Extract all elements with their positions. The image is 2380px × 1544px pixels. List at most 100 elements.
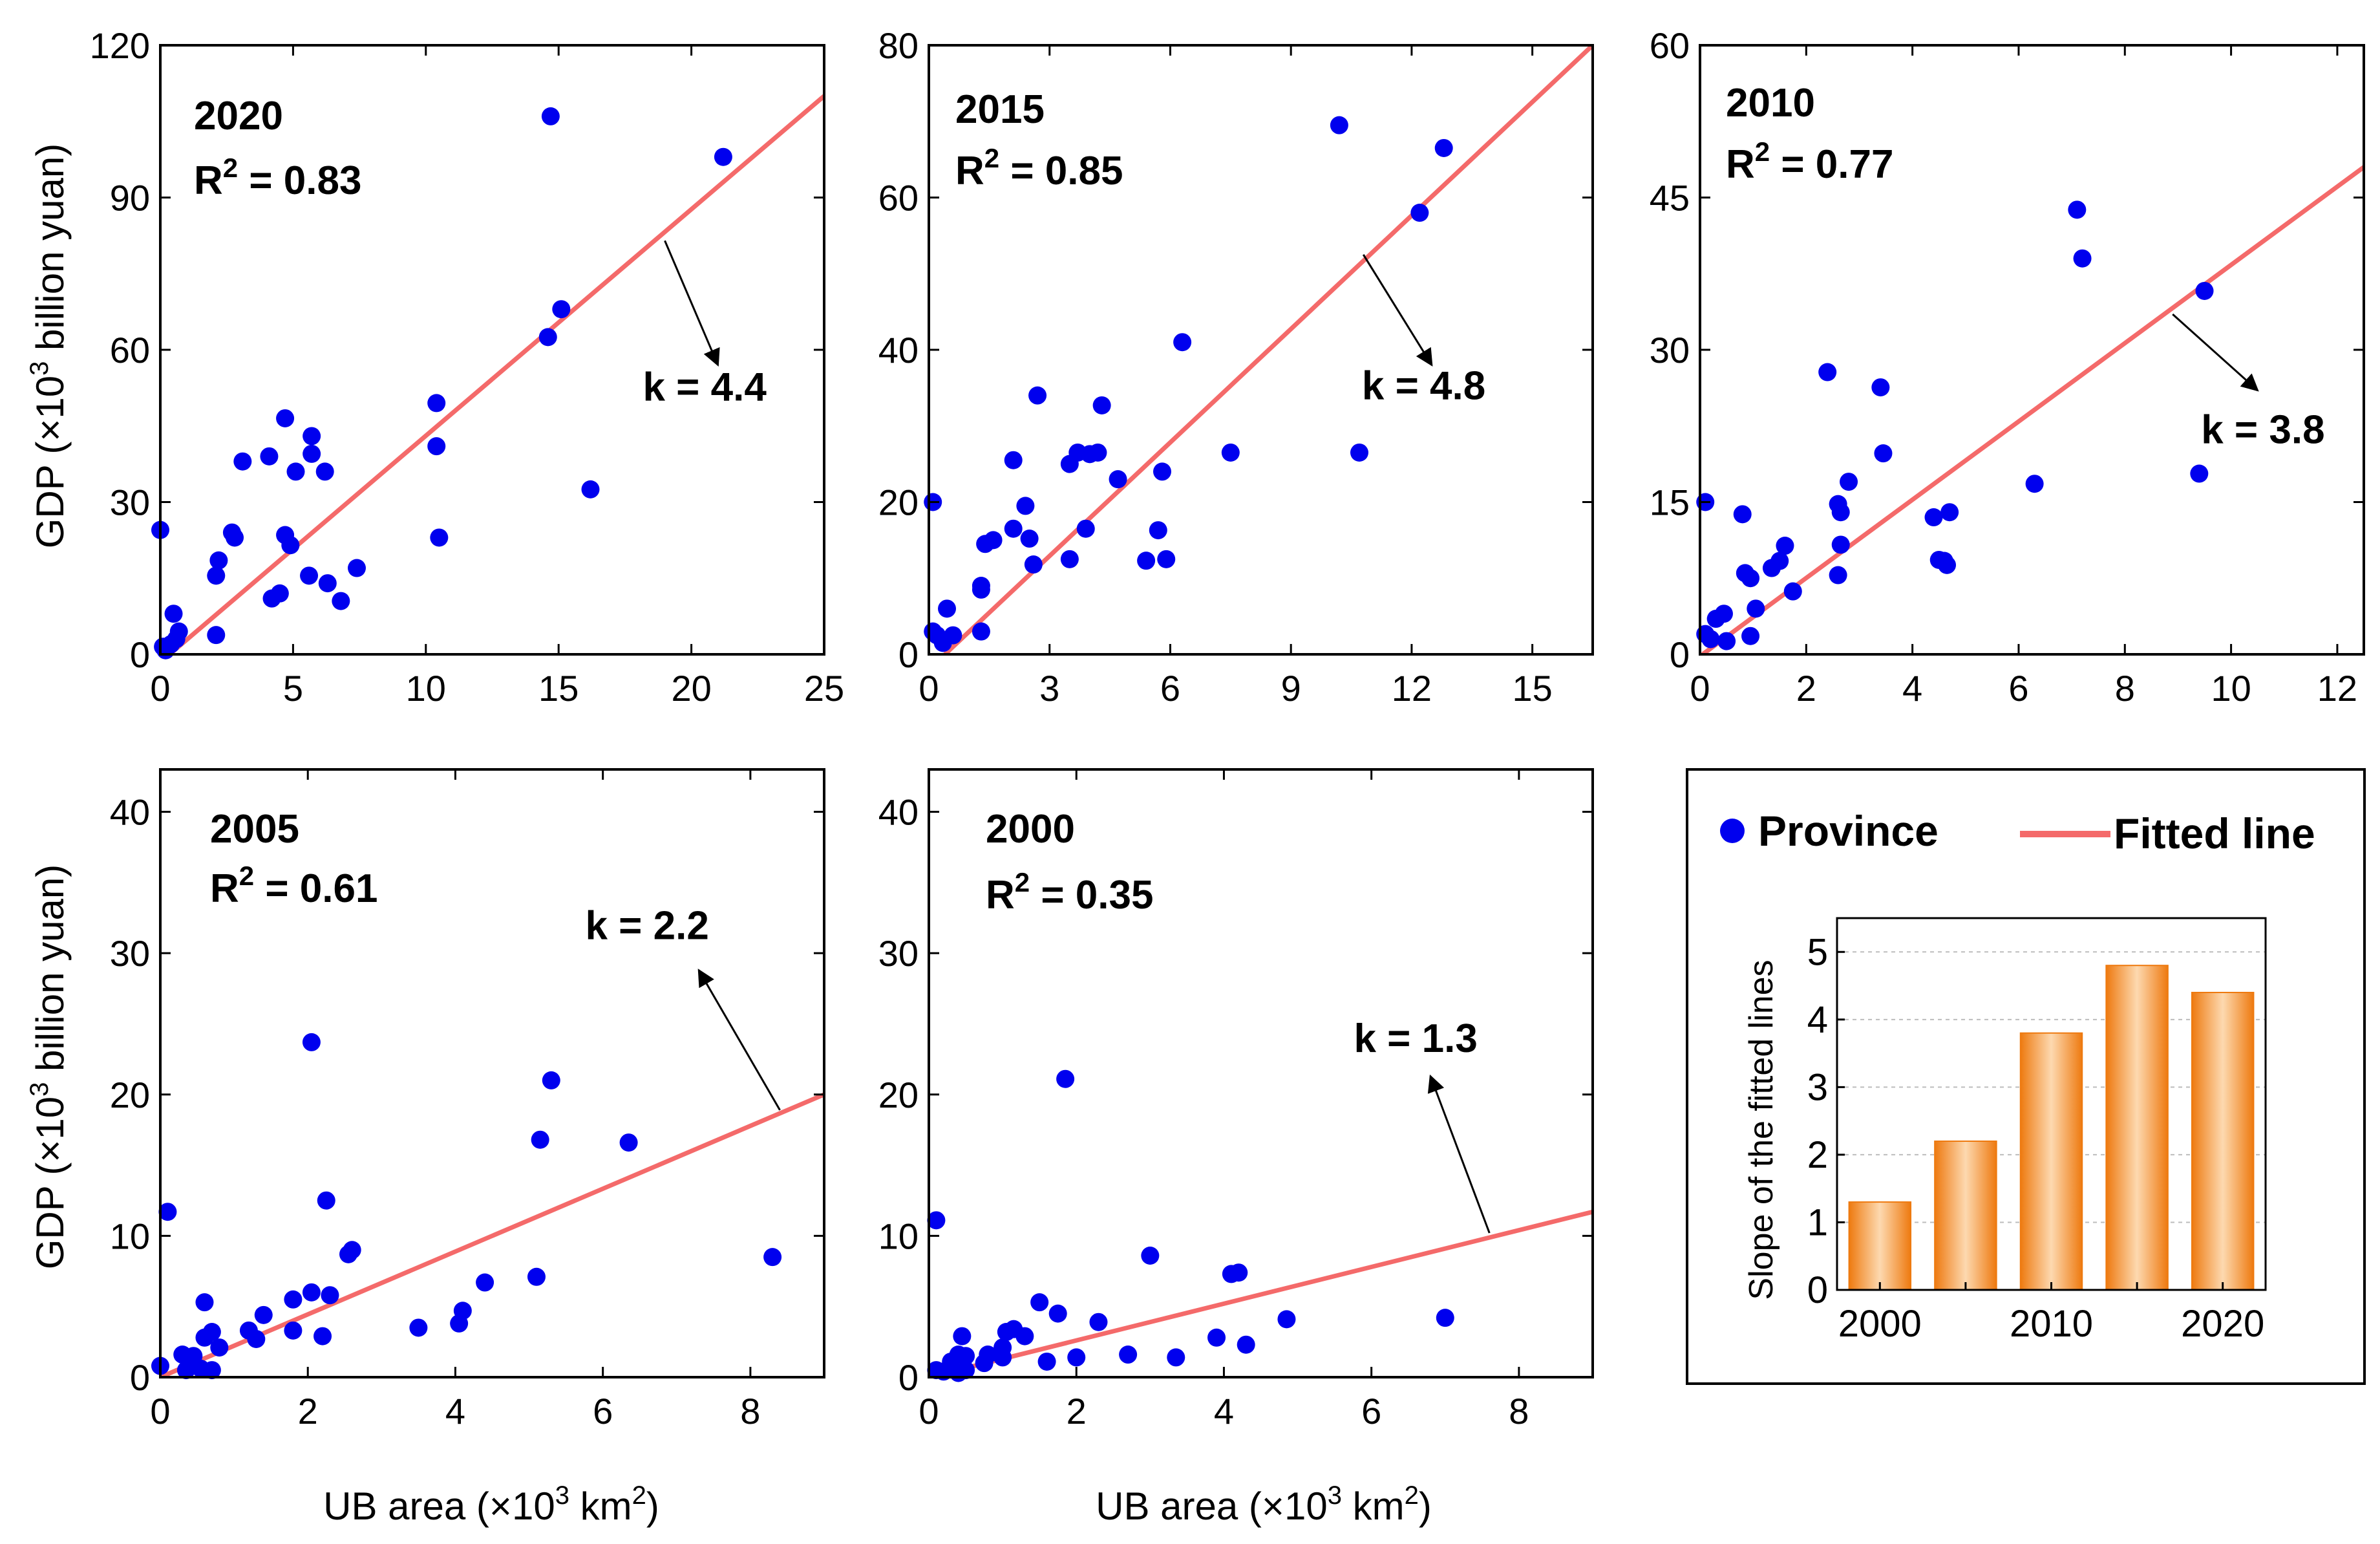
legend-point-marker — [1720, 819, 1745, 843]
province-point-2005-16 — [302, 1033, 321, 1051]
y-tick-label: 20 — [878, 1075, 919, 1115]
slope-k-label: k = 4.4 — [643, 365, 767, 410]
inset-y-tick-label: 0 — [1807, 1269, 1828, 1311]
panel-2000: 0 2 4 6 8 0 10 20 30 40 2000 R2 = 0.35 k = 1.3 — [878, 768, 1594, 1431]
province-point-2005-17 — [302, 1283, 321, 1302]
province-point-2005-18 — [313, 1327, 332, 1346]
y-tick-label: 60 — [1650, 25, 1690, 66]
province-point-2005-14 — [284, 1290, 303, 1309]
slope-bar-2015 — [2105, 965, 2169, 1291]
province-point-2020-29 — [430, 528, 449, 547]
slope-k-label: k = 2.2 — [585, 903, 708, 948]
province-point-2020-27 — [427, 394, 446, 413]
x-tick-label: 2 — [1067, 1391, 1087, 1431]
legend-fitted-line-label: Fitted line — [2114, 810, 2315, 857]
slope-bar-2010 — [2019, 1032, 2083, 1291]
y-tick-label: 80 — [878, 25, 919, 66]
province-point-2010-27 — [1940, 503, 1959, 522]
province-point-2005-3 — [176, 1361, 195, 1380]
province-point-2015-23 — [1092, 396, 1111, 414]
x-tick-label: 9 — [1281, 668, 1301, 709]
x-tick-label: 5 — [283, 668, 303, 709]
r-squared-label: R2 = 0.77 — [1726, 136, 1893, 187]
province-point-2000-8 — [957, 1361, 975, 1380]
x-tick-label: 6 — [1361, 1391, 1381, 1431]
legend-province-label: Province — [1758, 807, 1939, 855]
province-point-2020-8 — [207, 566, 226, 585]
province-point-2010-9 — [1741, 627, 1760, 645]
province-point-2010-20 — [1840, 473, 1858, 491]
y-tick-label: 30 — [878, 933, 919, 974]
fitted-line-2010 — [1701, 165, 2364, 654]
x-tick-label: 2 — [1796, 668, 1816, 709]
x-tick-label: 12 — [1392, 668, 1432, 709]
slope-k-label: k = 1.3 — [1354, 1016, 1477, 1061]
province-point-2020-26 — [347, 559, 366, 577]
province-point-2015-22 — [1089, 443, 1107, 462]
province-point-2010-31 — [2190, 464, 2209, 483]
province-point-2015-6 — [972, 622, 990, 641]
slope-arrow-2010 — [2172, 313, 2259, 392]
province-point-2000-7 — [957, 1347, 975, 1366]
province-point-2010-22 — [1874, 444, 1893, 463]
x-tick-label: 8 — [2115, 668, 2135, 709]
y-tick-label: 40 — [878, 792, 919, 833]
province-point-2000-18 — [1048, 1304, 1067, 1323]
x-tick-label: 6 — [593, 1391, 613, 1431]
province-point-2015-4 — [938, 599, 957, 618]
province-point-2020-30 — [538, 328, 557, 347]
x-tick-label: 6 — [1160, 668, 1180, 709]
plot-frame-2010 — [1699, 44, 2365, 656]
province-point-2000-10 — [979, 1346, 997, 1364]
plot-frame-2005 — [159, 768, 825, 1378]
inset-y-tick-label: 4 — [1807, 999, 1828, 1041]
province-point-2000-21 — [1089, 1313, 1108, 1331]
province-point-2000-0 — [927, 1211, 946, 1230]
y-tick-label: 90 — [110, 178, 150, 219]
panel-year-label: 2015 — [955, 87, 1045, 132]
x-tick-label: 15 — [538, 668, 579, 709]
province-point-2005-23 — [409, 1318, 428, 1337]
x-tick-label: 15 — [1512, 668, 1552, 709]
slope-arrow-2020 — [664, 240, 720, 367]
y-tick-label: 120 — [90, 25, 150, 66]
panel-year-label: 2020 — [194, 94, 283, 138]
y-tick-label: 30 — [110, 933, 150, 974]
slope-k-label: k = 4.8 — [1362, 364, 1485, 409]
x-tick-label: 4 — [1902, 668, 1922, 709]
province-point-2020-34 — [714, 147, 732, 166]
y-tick-label: 40 — [878, 330, 919, 370]
province-point-2010-4 — [1714, 605, 1733, 623]
province-point-2015-27 — [1153, 462, 1172, 481]
province-point-2005-1 — [158, 1203, 177, 1221]
province-point-2015-33 — [1410, 204, 1429, 222]
y-axis-label-top: GDP (×103 billion yuan) — [25, 144, 72, 548]
panel-2020: 0 5 10 15 20 25 0 30 60 90 120 2020 R2 = 0.83 k = 4.4 — [90, 25, 845, 709]
r-squared-label: R2 = 0.85 — [955, 143, 1123, 193]
y-axis-label-bottom: GDP (×103 billion yuan) — [25, 864, 72, 1269]
x-axis-label-right: UB area (×103 km2) — [1096, 1481, 1432, 1528]
province-point-2010-8 — [1741, 569, 1760, 588]
province-point-2015-15 — [1024, 555, 1043, 574]
inset-y-tick-label: 2 — [1807, 1134, 1828, 1176]
province-point-2010-28 — [2025, 475, 2044, 493]
province-point-2015-25 — [1137, 552, 1156, 570]
province-point-2015-11 — [1004, 519, 1023, 538]
inset-x-tick-label: 2000 — [1838, 1303, 1922, 1345]
province-point-2015-28 — [1157, 550, 1176, 568]
province-point-2005-10 — [210, 1338, 229, 1357]
province-point-2010-30 — [2073, 249, 2092, 268]
slope-arrow-2015 — [1362, 254, 1433, 367]
inset-y-tick-label: 5 — [1807, 931, 1828, 973]
province-point-2010-26 — [1938, 555, 1957, 574]
province-point-2005-31 — [763, 1248, 782, 1267]
x-tick-label: 8 — [1509, 1391, 1529, 1431]
fitted-line-2005 — [160, 1092, 824, 1377]
province-point-2020-9 — [209, 551, 228, 570]
x-tick-label: 0 — [919, 668, 939, 709]
province-point-2010-13 — [1776, 537, 1794, 555]
inset-y-axis-label: Slope of the fitted lines — [1743, 960, 1780, 1300]
province-point-2010-23 — [1924, 508, 1943, 527]
